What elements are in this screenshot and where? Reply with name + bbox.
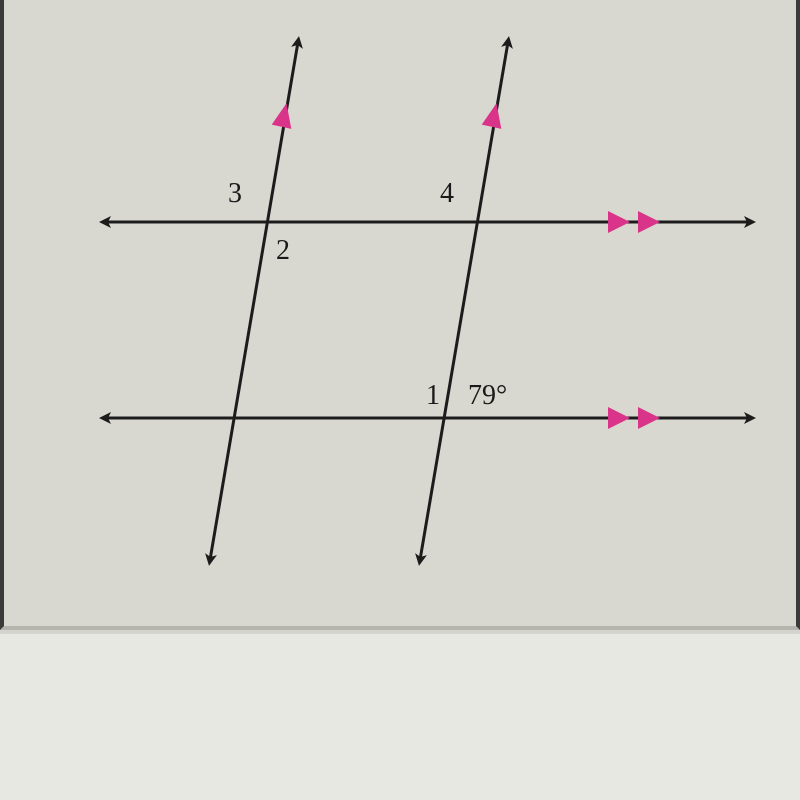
- parallel-marker-oblique-right: [482, 101, 507, 129]
- geometry-diagram: [0, 0, 800, 800]
- angle-label-2: 2: [276, 235, 290, 267]
- angle-label-4: 4: [440, 178, 454, 210]
- parallel-marker-h-bot-2: [638, 407, 660, 429]
- parallel-marker-h-top-1: [608, 211, 630, 233]
- parallel-marker-oblique-left: [272, 101, 297, 129]
- given-angle-label: 79°: [468, 380, 507, 412]
- parallel-marker-h-top-2: [638, 211, 660, 233]
- parallel-marker-h-bot-1: [608, 407, 630, 429]
- angle-label-1: 1: [426, 380, 440, 412]
- angle-label-3: 3: [228, 178, 242, 210]
